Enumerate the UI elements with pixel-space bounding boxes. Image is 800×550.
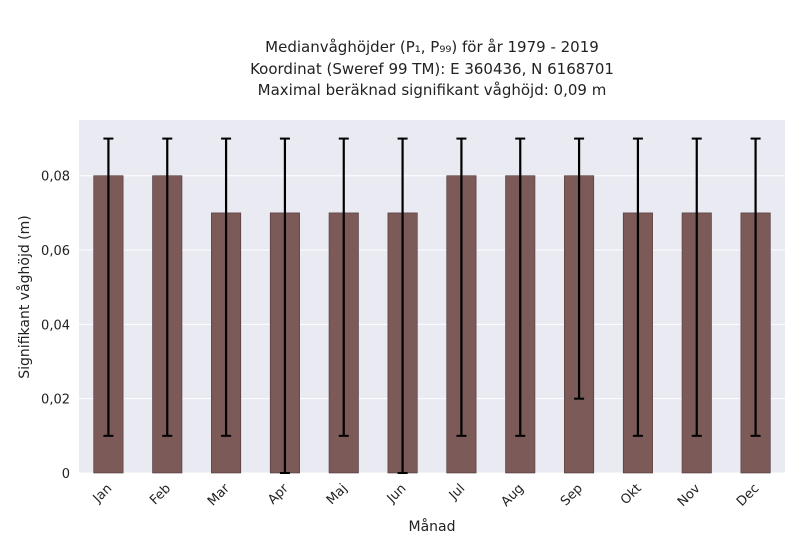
- x-tick-label-feb: Feb: [147, 481, 174, 508]
- y-tick-label: 0,08: [41, 170, 70, 185]
- x-tick-label-jan: Jan: [90, 481, 115, 506]
- y-tick-label: 0,02: [41, 393, 70, 408]
- x-tick-label-dec: Dec: [734, 481, 762, 509]
- x-tick-label-jun: Jun: [384, 481, 410, 507]
- x-tick-label-maj: Maj: [324, 481, 351, 508]
- chart-title-line-2: Koordinat (Sweref 99 TM): E 360436, N 61…: [250, 60, 614, 78]
- plot-area: [79, 120, 785, 473]
- y-tick-label: 0,04: [41, 318, 70, 333]
- x-tick-label-apr: Apr: [265, 481, 292, 508]
- x-tick-label-nov: Nov: [675, 481, 704, 510]
- y-tick-labels: 0 0,02 0,04 0,06 0,08: [41, 170, 70, 482]
- x-tick-label-okt: Okt: [618, 481, 645, 508]
- chart-title-line-3: Maximal beräknad signifikant våghöjd: 0,…: [258, 81, 607, 99]
- x-axis-label: Månad: [409, 518, 456, 535]
- x-tick-label-sep: Sep: [558, 481, 586, 509]
- x-tick-label-jul: Jul: [446, 481, 468, 503]
- y-axis-label: Signifikant våghöjd (m): [16, 215, 33, 378]
- x-tick-label-aug: Aug: [499, 481, 528, 510]
- x-tick-label-mar: Mar: [205, 481, 233, 509]
- x-tick-labels: Jan Feb Mar Apr Maj Jun Jul Aug Sep Okt Nov Dec: [90, 481, 763, 510]
- gridlines: [79, 175, 785, 474]
- y-tick-label: 0: [62, 467, 70, 482]
- error-bars: [103, 137, 761, 474]
- chart-title-line-1: Medianvåghöjder (P₁, P₉₉) för år 1979 - …: [265, 38, 599, 56]
- y-tick-label: 0,06: [41, 244, 70, 259]
